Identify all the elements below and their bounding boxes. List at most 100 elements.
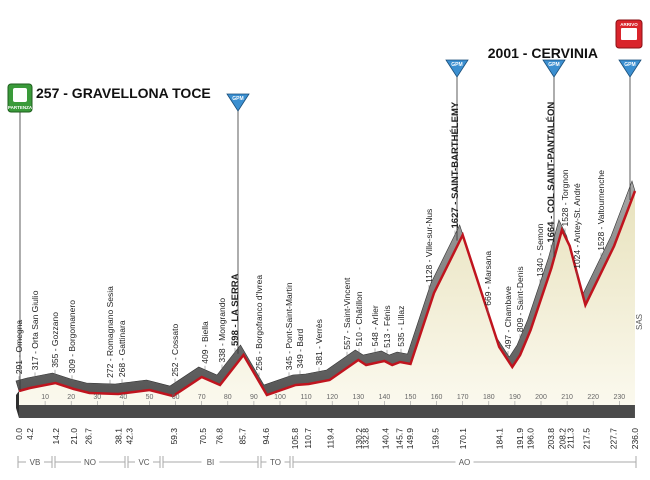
place-label: 1664 - COL SAINT-PANTALÉON	[546, 102, 557, 243]
place-label: 317 - Orta San Giulio	[30, 290, 40, 370]
km-label: 110.7	[303, 428, 313, 449]
axis-label: 50	[146, 394, 154, 401]
region-bg	[135, 456, 153, 468]
place-label: 669 - Marsana	[483, 251, 493, 306]
region-label: VC	[138, 458, 149, 467]
region-label: BI	[207, 458, 215, 467]
km-label: 159.5	[430, 428, 440, 450]
place-label: 1627 - SAINT-BARTHÉLEMY	[450, 101, 461, 228]
place-label: 548 - Arlier	[370, 305, 380, 346]
axis-label: 200	[535, 394, 547, 401]
km-label: 132.8	[361, 428, 371, 450]
side-label: SAS	[635, 314, 644, 330]
place-label: 272 - Romagnano Sesia	[105, 286, 115, 378]
place-label: 309 - Borgomanero	[67, 300, 77, 374]
km-label: 170.1	[458, 428, 468, 450]
profile-red-line	[18, 190, 637, 398]
axis-label: 70	[198, 394, 206, 401]
profile-base	[19, 405, 635, 418]
km-label: 184.1	[495, 428, 505, 450]
region-label: VB	[30, 458, 41, 467]
axis-label: 130	[352, 394, 364, 401]
km-label: 211.3	[565, 428, 575, 449]
region-bg	[455, 456, 474, 468]
place-label: 1128 - Ville-sur-Nus	[424, 209, 434, 283]
profile	[15, 180, 637, 418]
gpm-badge	[618, 59, 642, 78]
place-label: 510 - Châtillon	[354, 291, 364, 346]
finish-title: 2001 - CERVINIA	[488, 45, 598, 61]
km-label: 42.3	[124, 428, 134, 445]
km-label: 85.7	[238, 428, 248, 445]
km-label: 0.0	[14, 428, 24, 440]
km-label: 59.3	[169, 428, 179, 445]
km-label: 203.8	[546, 428, 556, 450]
km-label: 76.8	[214, 428, 224, 445]
axis-label: 140	[379, 394, 391, 401]
place-label: 409 - Biella	[200, 321, 210, 364]
gpm-badge	[445, 59, 469, 78]
km-label: 217.5	[582, 428, 592, 450]
start-badge-label: PARTENZA	[8, 105, 33, 110]
place-label: 291 - Omegna	[14, 320, 24, 375]
place-label: 345 - Pont-Saint-Martin	[284, 282, 294, 370]
region-label: AO	[459, 458, 471, 467]
start-badge: PARTENZA	[7, 83, 33, 390]
axis-label: 40	[120, 394, 128, 401]
km-label: 14.2	[51, 428, 61, 445]
km-label: 119.4	[326, 428, 336, 449]
gpm-label: GPM	[451, 62, 462, 68]
gpm-label: GPM	[232, 96, 243, 102]
region-bg	[266, 456, 285, 468]
gpm-label: GPM	[624, 62, 635, 68]
place-label: 598 - LA SERRA	[230, 273, 241, 346]
km-label: 21.0	[69, 428, 79, 445]
axis-label: 220	[587, 394, 599, 401]
place-label: 355 - Gozzano	[50, 312, 60, 368]
place-label: 338 - Mongrando	[217, 298, 227, 363]
axis-label: 20	[67, 394, 75, 401]
axis-label: 170	[457, 394, 469, 401]
km-label: 196.0	[526, 428, 536, 450]
km-label: 145.7	[394, 428, 404, 450]
place-label: 252 - Cossato	[170, 323, 180, 376]
axis-label: 190	[509, 394, 521, 401]
km-label: 227.7	[608, 428, 618, 450]
place-label: 535 - Lillaz	[396, 306, 406, 347]
start-title: 257 - GRAVELLONA TOCE	[36, 85, 211, 101]
km-label: 191.9	[515, 428, 525, 450]
place-label: 809 - Saint-Denis	[515, 266, 525, 332]
profile-fill	[19, 191, 635, 405]
km-label: 70.5	[198, 428, 208, 445]
finish-badge-label: ARRIVO	[620, 22, 638, 27]
axis-label: 210	[561, 394, 573, 401]
km-label: 94.6	[261, 428, 271, 445]
km-label: 105.8	[290, 428, 300, 450]
place-label: 1340 - Semon	[535, 223, 545, 277]
gpm-badge	[542, 59, 566, 78]
axis-label: 180	[483, 394, 495, 401]
finish-badge: ARRIVO	[615, 19, 643, 49]
region-bg	[26, 456, 44, 468]
gpm-badge	[226, 93, 250, 112]
km-label: 236.0	[630, 428, 640, 450]
axis-label: 30	[93, 394, 101, 401]
place-label: 381 - Verrès	[314, 319, 324, 365]
place-label: 557 - Saint-Vincent	[342, 277, 352, 350]
km-label: 38.1	[113, 428, 123, 445]
axis-label: 230	[613, 394, 625, 401]
km-label: 130.2	[354, 428, 364, 450]
place-label: 349 - Bard	[295, 328, 305, 368]
place-label: 268 - Gattinara	[117, 320, 127, 377]
place-label: 497 - Chambave	[503, 286, 513, 349]
region-bg	[201, 456, 220, 468]
axis-label: 80	[224, 394, 232, 401]
region-label: TO	[270, 458, 281, 467]
axis-label: 100	[274, 394, 286, 401]
km-label: 208.2	[557, 428, 567, 450]
km-label: 140.4	[380, 428, 390, 450]
axis-label: 10	[41, 394, 49, 401]
km-label: 149.9	[405, 428, 415, 450]
axis-label: 120	[326, 394, 338, 401]
